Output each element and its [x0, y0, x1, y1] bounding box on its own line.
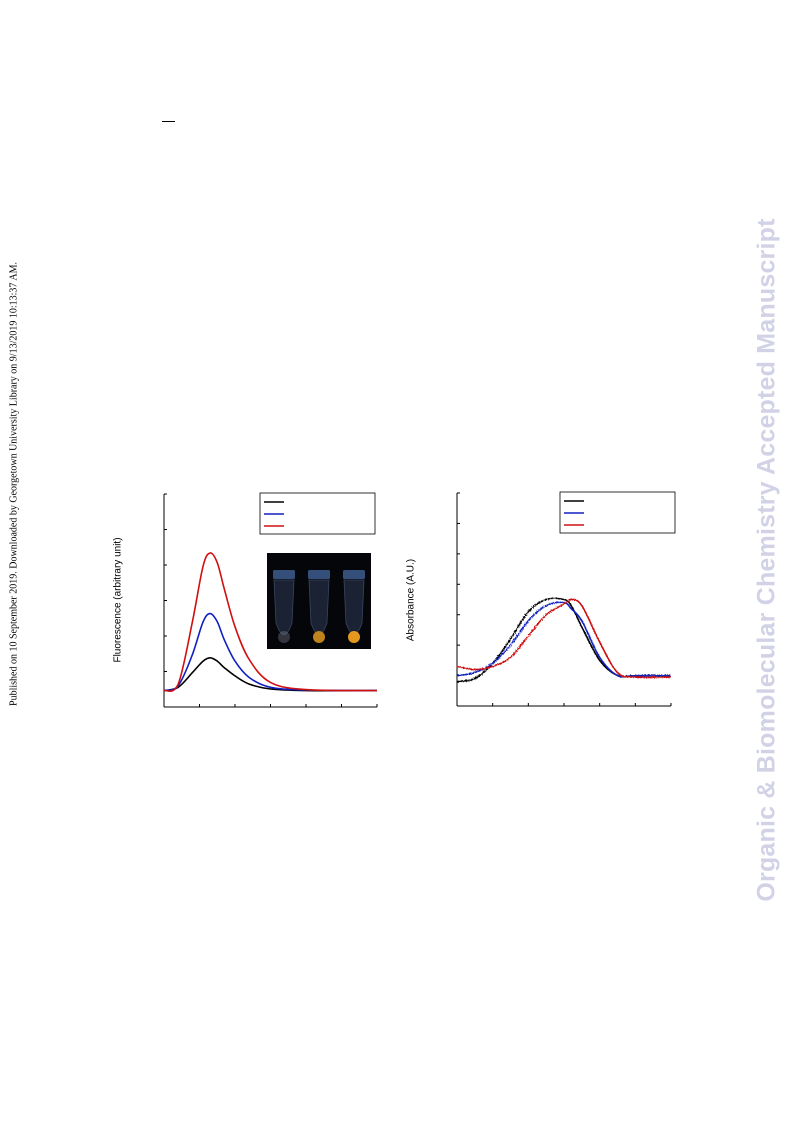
- tube-liquid-3: [348, 631, 360, 643]
- series-line-1: [163, 657, 378, 692]
- series-line-2: [456, 601, 671, 678]
- series-line-2: [163, 612, 378, 692]
- stray-dash: [162, 121, 175, 122]
- tube-body-1: [273, 579, 295, 635]
- series-line-3: [163, 552, 378, 693]
- tube-cap-1: [273, 570, 295, 579]
- tube-cap-2: [308, 570, 330, 579]
- tube-cap-3: [343, 570, 365, 579]
- series-line-3: [456, 598, 672, 679]
- tube-liquid-2: [313, 631, 325, 643]
- series-line-1: [456, 597, 671, 683]
- tube-liquid-1: [278, 631, 290, 643]
